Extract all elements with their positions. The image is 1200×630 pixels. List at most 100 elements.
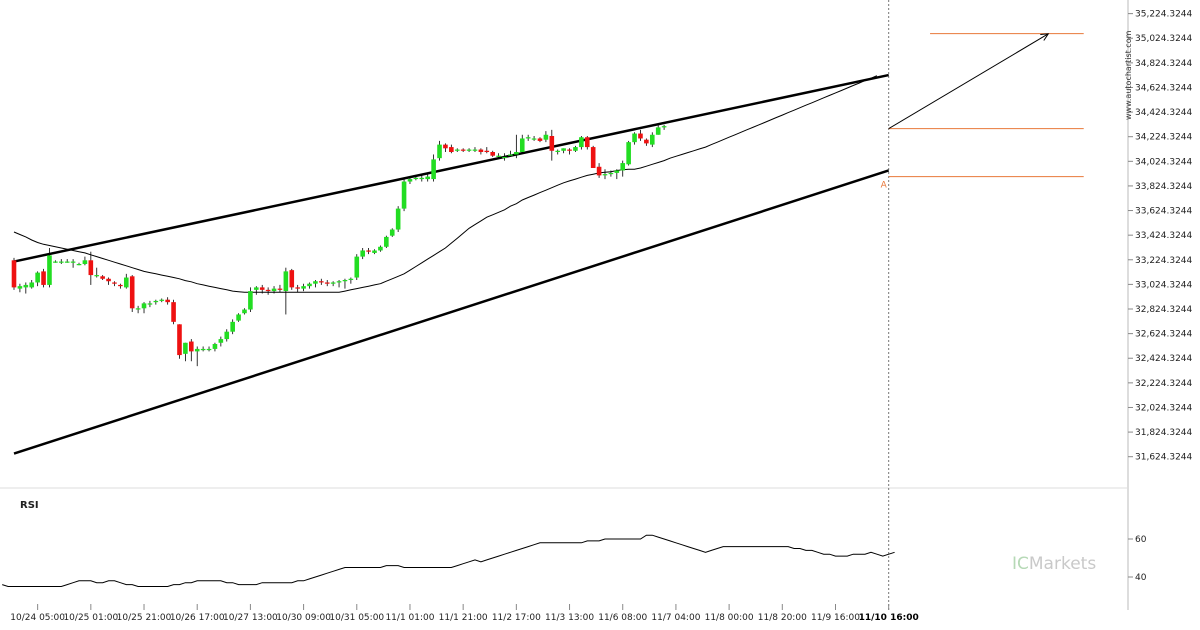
x-tick-label: 11/9 16:00 <box>811 613 860 623</box>
candle-body <box>484 150 490 152</box>
y-tick-label: 33,424.3244 <box>1135 231 1193 241</box>
candle-body <box>401 181 407 209</box>
candle-body <box>614 170 620 173</box>
y-tick-label: 34,424.3244 <box>1135 108 1193 118</box>
candle-body <box>301 286 306 289</box>
candle-body <box>490 152 496 156</box>
y-tick-label: 34,224.3244 <box>1135 133 1193 143</box>
candle-body <box>230 321 235 332</box>
candle-body <box>348 278 354 280</box>
candle-body <box>508 154 513 156</box>
y-tick-label: 32,624.3244 <box>1135 330 1193 340</box>
candle-body <box>88 260 94 276</box>
candle-body <box>319 281 324 283</box>
candle-body <box>555 150 561 152</box>
chart-frame <box>0 0 1129 610</box>
candle-body <box>372 250 377 253</box>
candle-body <box>289 270 295 288</box>
moving-average-line <box>13 75 878 293</box>
candle-body <box>437 144 442 159</box>
candle-body <box>295 287 300 289</box>
rsi-line <box>2 534 895 587</box>
x-tick-label: 11/10 16:00 <box>859 613 919 623</box>
candle-body <box>183 342 188 354</box>
candle-body <box>561 148 566 151</box>
candle-body <box>47 255 52 285</box>
candle-body <box>632 133 637 143</box>
candle-body <box>177 324 182 356</box>
candle-body <box>313 281 318 284</box>
candle-body <box>236 314 241 321</box>
candle-body <box>330 282 336 284</box>
y-tick-label: 33,024.3244 <box>1135 280 1193 290</box>
candle-body <box>567 149 572 151</box>
candle-body <box>259 287 265 290</box>
candle-body <box>212 344 218 349</box>
pattern-point-label: A <box>881 181 888 191</box>
candle-body <box>336 281 342 283</box>
candle-body <box>112 282 117 284</box>
candle-body <box>307 283 312 287</box>
y-tick-label: 32,224.3244 <box>1135 379 1193 389</box>
candle-body <box>431 159 436 180</box>
candle-body <box>123 277 129 288</box>
candle-body <box>342 280 348 282</box>
candle-body <box>389 229 395 236</box>
candle-body <box>141 303 147 309</box>
y-tick-label: 34,624.3244 <box>1135 83 1193 93</box>
candle-body <box>70 261 76 263</box>
candle-body <box>514 152 519 155</box>
candle-body <box>324 282 330 284</box>
candle-body <box>147 303 153 305</box>
y-tick-label: 32,824.3244 <box>1135 305 1193 315</box>
candle-body <box>460 149 466 151</box>
candle-body <box>531 138 537 140</box>
y-tick-label: 33,624.3244 <box>1135 207 1193 217</box>
candle-body <box>626 142 631 165</box>
candle-body <box>165 299 170 303</box>
candle-body <box>58 261 64 263</box>
candle-body <box>106 278 111 282</box>
candle-body <box>655 127 661 135</box>
candle-body <box>425 176 430 180</box>
x-tick-label: 11/1 21:00 <box>439 613 488 623</box>
candle-body <box>254 287 259 290</box>
candle-body <box>271 288 277 292</box>
candle-body <box>171 302 176 322</box>
candle-body <box>200 348 206 351</box>
candle-body <box>23 284 29 288</box>
forecast-arrow-head <box>1040 33 1050 41</box>
candle-body <box>543 134 549 140</box>
x-tick-label: 10/25 21:00 <box>117 613 172 623</box>
candle-body <box>135 308 141 310</box>
candle-body <box>573 147 578 151</box>
candle-body <box>153 300 159 303</box>
candle-body <box>496 155 501 157</box>
candle-body <box>413 177 419 180</box>
candle-body <box>224 331 230 340</box>
candle-body <box>53 261 58 263</box>
candle-body <box>366 250 371 252</box>
candle-body <box>590 147 596 168</box>
x-tick-label: 10/27 13:00 <box>223 613 278 623</box>
candle-body <box>242 309 247 314</box>
candle-body <box>194 348 200 352</box>
candle-body <box>525 137 531 139</box>
candle-body <box>360 250 365 257</box>
watermark: www.autochartist.com <box>1124 30 1133 120</box>
candle-body <box>407 179 413 182</box>
x-tick-label: 11/3 13:00 <box>545 613 594 623</box>
x-tick-label: 11/8 20:00 <box>758 613 807 623</box>
y-tick-label: 34,824.3244 <box>1135 59 1193 69</box>
candle-body <box>395 208 401 230</box>
candle-body <box>265 289 271 292</box>
candle-body <box>384 236 389 247</box>
candle-body <box>419 177 425 180</box>
y-tick-label: 32,424.3244 <box>1135 354 1193 364</box>
x-tick-label: 11/7 04:00 <box>651 613 700 623</box>
candle-body <box>638 133 643 139</box>
candle-body <box>277 288 283 290</box>
y-tick-label: 31,624.3244 <box>1135 453 1193 463</box>
candle-body <box>466 149 472 151</box>
